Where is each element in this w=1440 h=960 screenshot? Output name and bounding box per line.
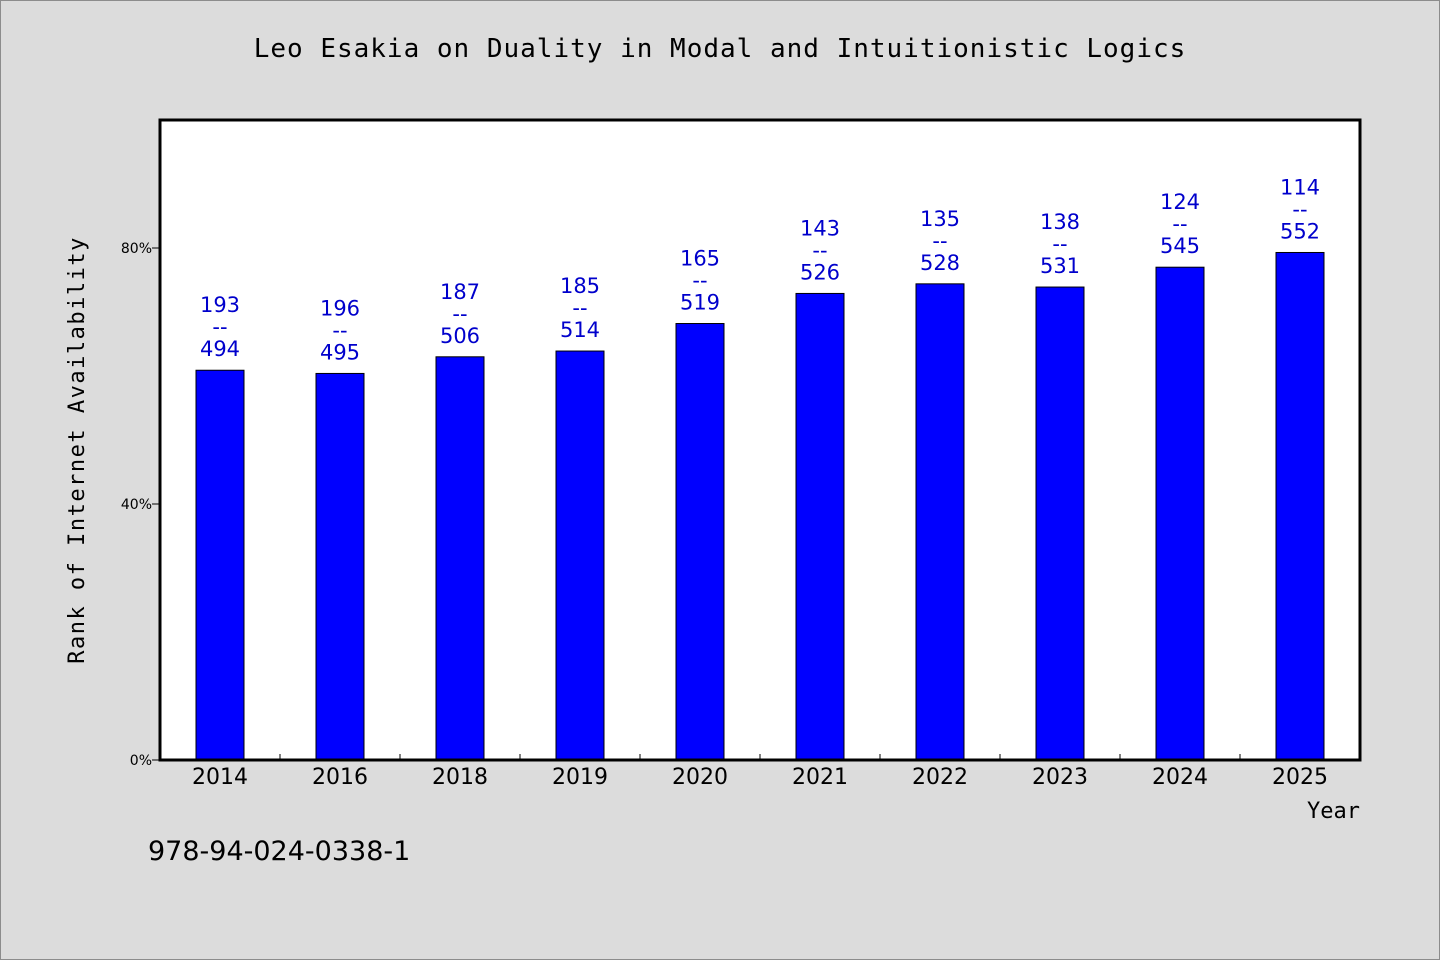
bar-2020 [675, 323, 725, 761]
chart-title: Leo Esakia on Duality in Modal and Intui… [253, 34, 1187, 64]
bar-2023 [1035, 286, 1085, 761]
bar-label-2016-line3: 495 [320, 340, 360, 364]
bar-label-2018-line2: -- [452, 302, 467, 326]
bar-label-2025-line2: -- [1292, 197, 1307, 221]
bar-label-2021-line3: 526 [800, 260, 840, 284]
bar-label-2021-line1: 143 [800, 216, 840, 240]
bar-2024 [1155, 266, 1205, 761]
y-axis: 0% 40% 80% [121, 241, 160, 769]
x-tick-label-2024: 2024 [1152, 765, 1208, 790]
y-tick-label-0: 0% [130, 753, 152, 769]
bar-label-2018-line1: 187 [440, 280, 480, 304]
bar-label-2021-line2: -- [812, 238, 827, 262]
bar-label-2019-line1: 185 [560, 274, 600, 298]
bar-label-2016-line2: -- [332, 318, 347, 342]
bar-label-2025-line1: 114 [1280, 175, 1320, 199]
bar-label-2014-line2: -- [212, 315, 227, 339]
x-axis: 2014 2016 2018 2019 2020 2021 2022 2023 2024 2025 [192, 754, 1328, 790]
bar-2014 [195, 369, 245, 761]
bar-2018 [435, 356, 485, 761]
bar-label-2022-line2: -- [932, 229, 947, 253]
bar-label-2024-line1: 124 [1160, 190, 1200, 214]
bar-label-2018-line3: 506 [440, 324, 480, 348]
x-axis-label: Year [1307, 799, 1360, 824]
isbn-footer: 978-94-024-0338-1 [148, 836, 411, 867]
y-tick-label-40: 40% [121, 497, 152, 513]
y-axis-label: Rank of Internet Availability [65, 236, 90, 664]
x-tick-label-2014: 2014 [192, 765, 248, 790]
bar-label-2020-line1: 165 [680, 247, 720, 271]
x-tick-label-2023: 2023 [1032, 765, 1088, 790]
bar-label-2023-line1: 138 [1040, 210, 1080, 234]
x-tick-label-2021: 2021 [792, 765, 848, 790]
bar-2019 [555, 350, 605, 761]
bar-label-2014-line1: 193 [200, 293, 240, 317]
y-tick-label-80: 80% [121, 241, 152, 257]
bar-labels-group: 193--494196--495187--506185--514165--519… [200, 175, 1320, 364]
x-tick-label-2018: 2018 [432, 765, 488, 790]
bar-label-2020-line2: -- [692, 269, 707, 293]
bar-2022 [915, 283, 965, 761]
bar-label-2022-line1: 135 [920, 207, 960, 231]
bars-group [195, 251, 1325, 761]
bar-label-2016-line1: 196 [320, 296, 360, 320]
x-tick-label-2020: 2020 [672, 765, 728, 790]
bar-label-2024-line2: -- [1172, 212, 1187, 236]
bar-label-2025-line3: 552 [1280, 219, 1320, 243]
bar-label-2020-line3: 519 [680, 291, 720, 315]
x-tick-label-2016: 2016 [312, 765, 368, 790]
x-tick-label-2022: 2022 [912, 765, 968, 790]
bar-label-2022-line3: 528 [920, 251, 960, 275]
bar-2016 [315, 372, 365, 761]
bar-label-2023-line2: -- [1052, 232, 1067, 256]
bar-label-2024-line3: 545 [1160, 234, 1200, 258]
x-tick-label-2025: 2025 [1272, 765, 1328, 790]
x-tick-label-2019: 2019 [552, 765, 608, 790]
bar-2021 [795, 292, 845, 761]
bar-2025 [1275, 251, 1325, 761]
bar-label-2023-line3: 531 [1040, 254, 1080, 278]
bar-label-2019-line2: -- [572, 296, 587, 320]
plot-frame [158, 118, 1362, 762]
bar-label-2019-line3: 514 [560, 318, 600, 342]
bar-label-2014-line3: 494 [200, 337, 240, 361]
